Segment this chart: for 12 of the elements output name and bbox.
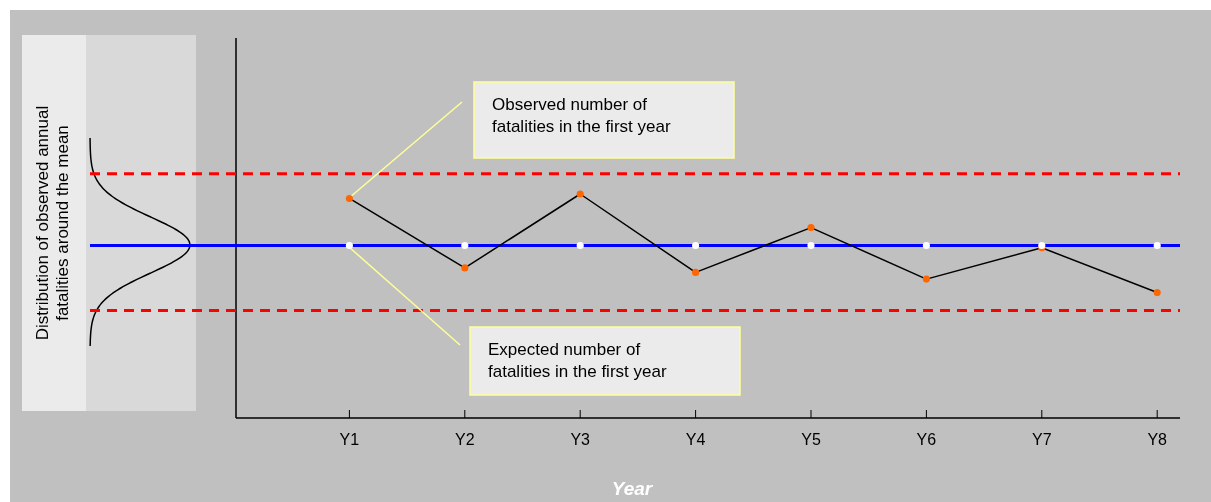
text: Distribution of observed annual fatalities around the mean bbox=[33, 105, 72, 341]
annotation: Expected number of fatalities in the first year bbox=[488, 340, 667, 381]
x-tick-label: Y5 bbox=[801, 431, 821, 448]
x-tick-label: Y4 bbox=[685, 431, 706, 448]
x-tick-label: Y1 bbox=[339, 431, 360, 448]
text: Observed number of fatalities in the first year bbox=[492, 95, 671, 136]
x-tick-label: Y3 bbox=[570, 431, 591, 448]
x-tick-label: Y2 bbox=[455, 431, 475, 448]
x-axis-title: Year bbox=[611, 478, 654, 499]
x-tick-label: Y7 bbox=[1032, 431, 1052, 448]
x-tick-label: Y8 bbox=[1147, 431, 1168, 448]
x-tick-label: Y6 bbox=[916, 431, 937, 448]
